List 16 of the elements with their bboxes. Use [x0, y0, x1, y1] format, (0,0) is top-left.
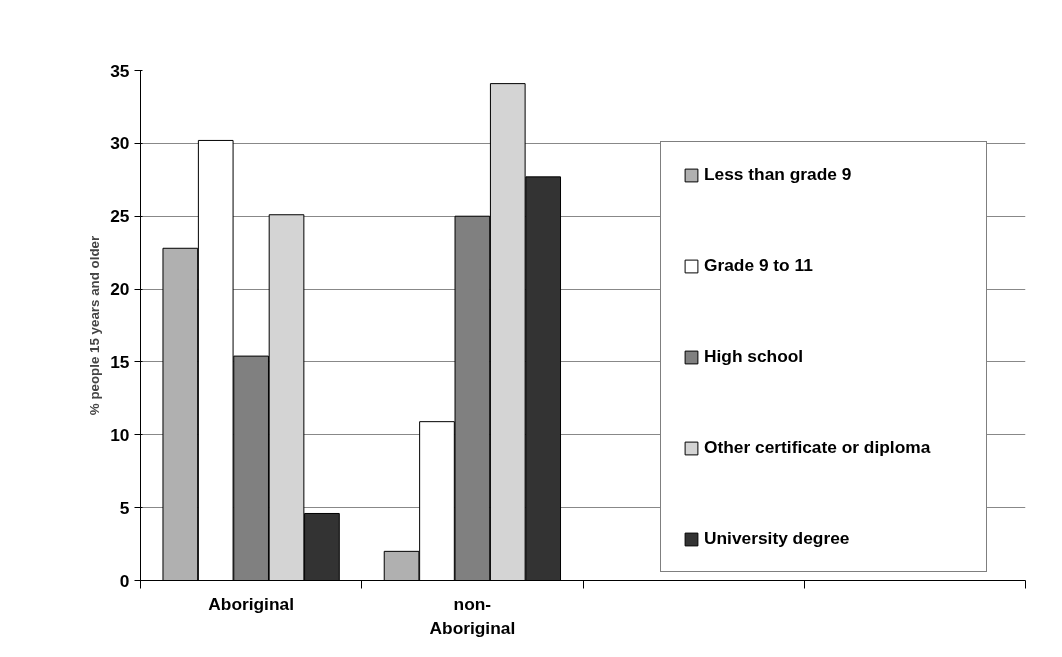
- x-tick-label: non-Aboriginal: [429, 593, 516, 638]
- y-axis-title: % people 15 years and older: [87, 235, 103, 416]
- y-tick-label: 20: [110, 279, 130, 300]
- legend-label: Other certificate or diploma: [704, 437, 932, 458]
- y-tick-label: 35: [110, 60, 130, 81]
- y-tick-label: 5: [119, 497, 130, 518]
- y-tick-label: 0: [119, 570, 130, 591]
- legend-label: University degree: [704, 528, 851, 549]
- legend-label: High school: [704, 346, 805, 367]
- y-tick-label: 30: [110, 133, 130, 154]
- legend-label: Grade 9 to 11: [704, 255, 814, 276]
- y-tick-label: 10: [110, 424, 130, 445]
- legend-label: Less than grade 9: [704, 164, 853, 185]
- x-tick-label: Aboriginal: [208, 593, 294, 614]
- y-tick-label: 15: [110, 351, 130, 372]
- y-tick-label: 25: [110, 206, 130, 227]
